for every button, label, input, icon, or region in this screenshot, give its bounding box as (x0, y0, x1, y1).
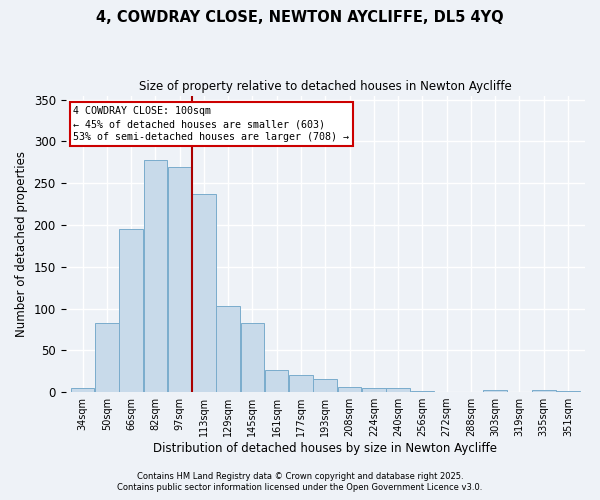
Bar (289, 376, 313, 392)
Bar (71, 388, 94, 392)
Bar (386, 388, 410, 392)
Bar (192, 194, 215, 392)
Bar (532, 390, 556, 392)
Bar (143, 160, 167, 392)
Text: Contains HM Land Registry data © Crown copyright and database right 2025.
Contai: Contains HM Land Registry data © Crown c… (118, 472, 482, 492)
Bar (338, 387, 361, 392)
Y-axis label: Number of detached properties: Number of detached properties (15, 151, 28, 337)
Bar (119, 229, 143, 392)
Text: 4, COWDRAY CLOSE, NEWTON AYCLIFFE, DL5 4YQ: 4, COWDRAY CLOSE, NEWTON AYCLIFFE, DL5 4… (96, 10, 504, 25)
Title: Size of property relative to detached houses in Newton Aycliffe: Size of property relative to detached ho… (139, 80, 512, 93)
Bar (556, 391, 580, 392)
Bar (484, 390, 507, 392)
X-axis label: Distribution of detached houses by size in Newton Aycliffe: Distribution of detached houses by size … (153, 442, 497, 455)
Bar (410, 391, 434, 392)
Bar (313, 378, 337, 392)
Bar (95, 323, 119, 392)
Bar (241, 323, 264, 392)
Bar (265, 370, 289, 392)
Text: 4 COWDRAY CLOSE: 100sqm
← 45% of detached houses are smaller (603)
53% of semi-d: 4 COWDRAY CLOSE: 100sqm ← 45% of detache… (73, 106, 349, 142)
Bar (168, 166, 191, 392)
Bar (362, 388, 386, 392)
Bar (217, 306, 240, 392)
